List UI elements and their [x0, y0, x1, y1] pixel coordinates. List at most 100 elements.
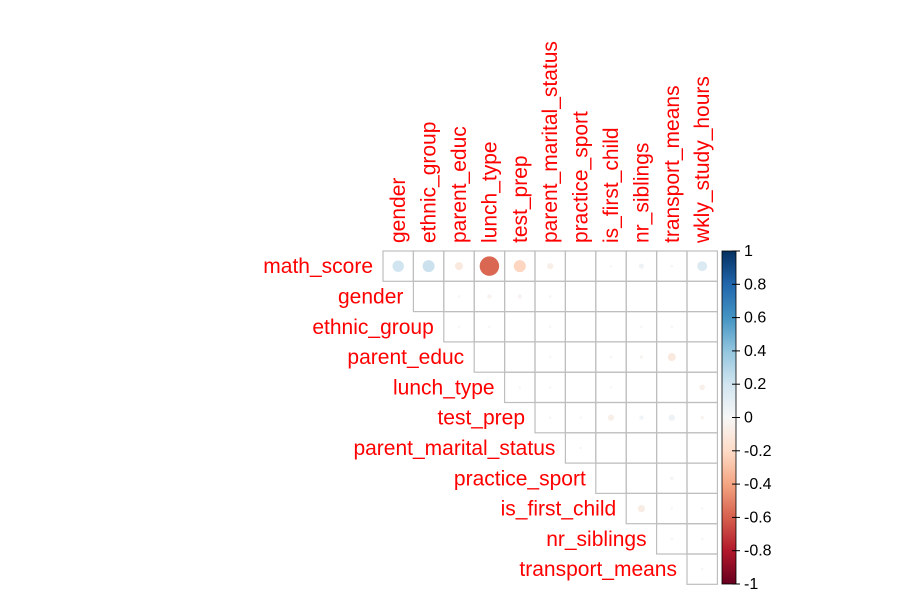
correlation-circle [513, 260, 526, 273]
grid-cell [504, 341, 536, 373]
grid-cell [686, 280, 718, 313]
correlation-circle [479, 256, 500, 276]
grid-cell [473, 341, 506, 373]
grid-cell [625, 280, 658, 313]
row-label: parent_educ [347, 346, 464, 369]
colorbar-tick-label: 0 [744, 410, 753, 427]
correlation-circle [667, 353, 676, 362]
colorbar-tick-label: -0.4 [744, 476, 772, 493]
grid-cell [564, 250, 597, 282]
correlation-circle [640, 325, 643, 329]
correlation-circle [669, 476, 674, 481]
correlation-circle [548, 386, 552, 389]
correlation-circle [579, 416, 582, 419]
row-label: ethnic_group [312, 316, 433, 339]
grid-cell [655, 371, 688, 404]
grid-cell [686, 462, 718, 495]
grid-cell [686, 553, 718, 585]
correlation-circle [639, 415, 644, 420]
correlation-circle [548, 355, 552, 359]
row-label: transport_means [519, 558, 677, 581]
correlation-circle [548, 325, 552, 329]
colorbar-tick-label: 1 [744, 243, 753, 260]
column-label: practice_sport [570, 111, 593, 243]
correlation-circle [518, 386, 522, 389]
correlation-circle [607, 414, 615, 421]
correlation-circle [670, 507, 674, 510]
column-label: lunch_type [478, 141, 501, 243]
correlation-circle [487, 294, 492, 299]
correlation-circle [422, 260, 435, 273]
column-label: wkly_study_hours [691, 76, 714, 244]
colorbar-tick-label: -0.8 [744, 543, 772, 560]
grid-cell [655, 280, 688, 313]
correlation-circle [637, 504, 646, 513]
correlation-circle [670, 264, 674, 268]
column-label: gender [387, 178, 410, 243]
correlation-circle [697, 261, 708, 272]
correlation-circle [700, 507, 704, 510]
row-label: practice_sport [454, 467, 586, 490]
colorbar-tick-label: 0.8 [744, 276, 766, 293]
row-label: math_score [263, 255, 373, 278]
grid-cell [625, 432, 658, 464]
row-label: is_first_child [501, 498, 617, 521]
correlation-circle [670, 325, 674, 329]
column-label: ethnic_group [418, 122, 441, 243]
correlation-circle [700, 537, 704, 541]
correlation-circle [609, 386, 613, 389]
grid-cell [625, 371, 658, 404]
grid-cell [412, 280, 445, 313]
grid-cell [686, 311, 718, 343]
correlation-circle [670, 537, 674, 541]
row-label: parent_marital_status [353, 437, 555, 460]
grid-cell [564, 280, 597, 313]
grid-cell [625, 462, 658, 495]
grid-cell [686, 432, 718, 464]
correlation-circle [457, 295, 461, 298]
correlation-circle [700, 415, 705, 420]
grid-cell [655, 432, 688, 464]
grid [382, 250, 718, 585]
correlation-circle [392, 260, 404, 272]
correlation-circle [699, 384, 706, 391]
colorbar: 1 0.8 0.6 0.4 0.2 0 -0.2 -0.4 -0.6 -0.8 -1 [721, 243, 772, 593]
colorbar-tick-label: -1 [744, 576, 758, 593]
column-label: test_prep [509, 155, 532, 243]
grid-cell [595, 311, 627, 343]
row-label: lunch_type [393, 376, 495, 399]
colorbar-tick-label: -0.2 [744, 443, 772, 460]
colorbar-tick-label: 0.6 [744, 310, 766, 327]
grid-cell [564, 311, 597, 343]
grid-cell [686, 341, 718, 373]
correlation-circle [547, 263, 554, 270]
grid-cell [504, 311, 536, 343]
row-label: nr_siblings [546, 528, 646, 551]
correlation-circle [579, 446, 582, 450]
correlation-circle [517, 294, 523, 299]
grid-cell [564, 341, 597, 373]
correlation-circle [700, 567, 704, 571]
circles [392, 256, 708, 571]
correlation-circle [454, 262, 464, 271]
column-label: nr_siblings [630, 143, 653, 243]
correlation-circle [639, 355, 644, 359]
correlation-circle [548, 295, 552, 298]
column-label: parent_educ [448, 126, 471, 243]
correlation-circle [638, 263, 644, 269]
grid-cell [595, 462, 627, 495]
grid-cell [595, 280, 627, 313]
colorbar-tick-label: 0.2 [744, 376, 766, 393]
colorbar-tick-label: 0.4 [744, 343, 766, 360]
correlation-circle [668, 414, 675, 421]
column-labels: gender ethnic_group parent_educ lunch_type t… [387, 41, 714, 244]
correlation-circle [548, 416, 552, 419]
colorbar-tick-label: -0.6 [744, 509, 772, 526]
column-label: transport_means [661, 85, 684, 243]
row-label: test_prep [437, 407, 525, 430]
correlation-circle [609, 355, 613, 359]
correlation-circle [488, 325, 491, 329]
